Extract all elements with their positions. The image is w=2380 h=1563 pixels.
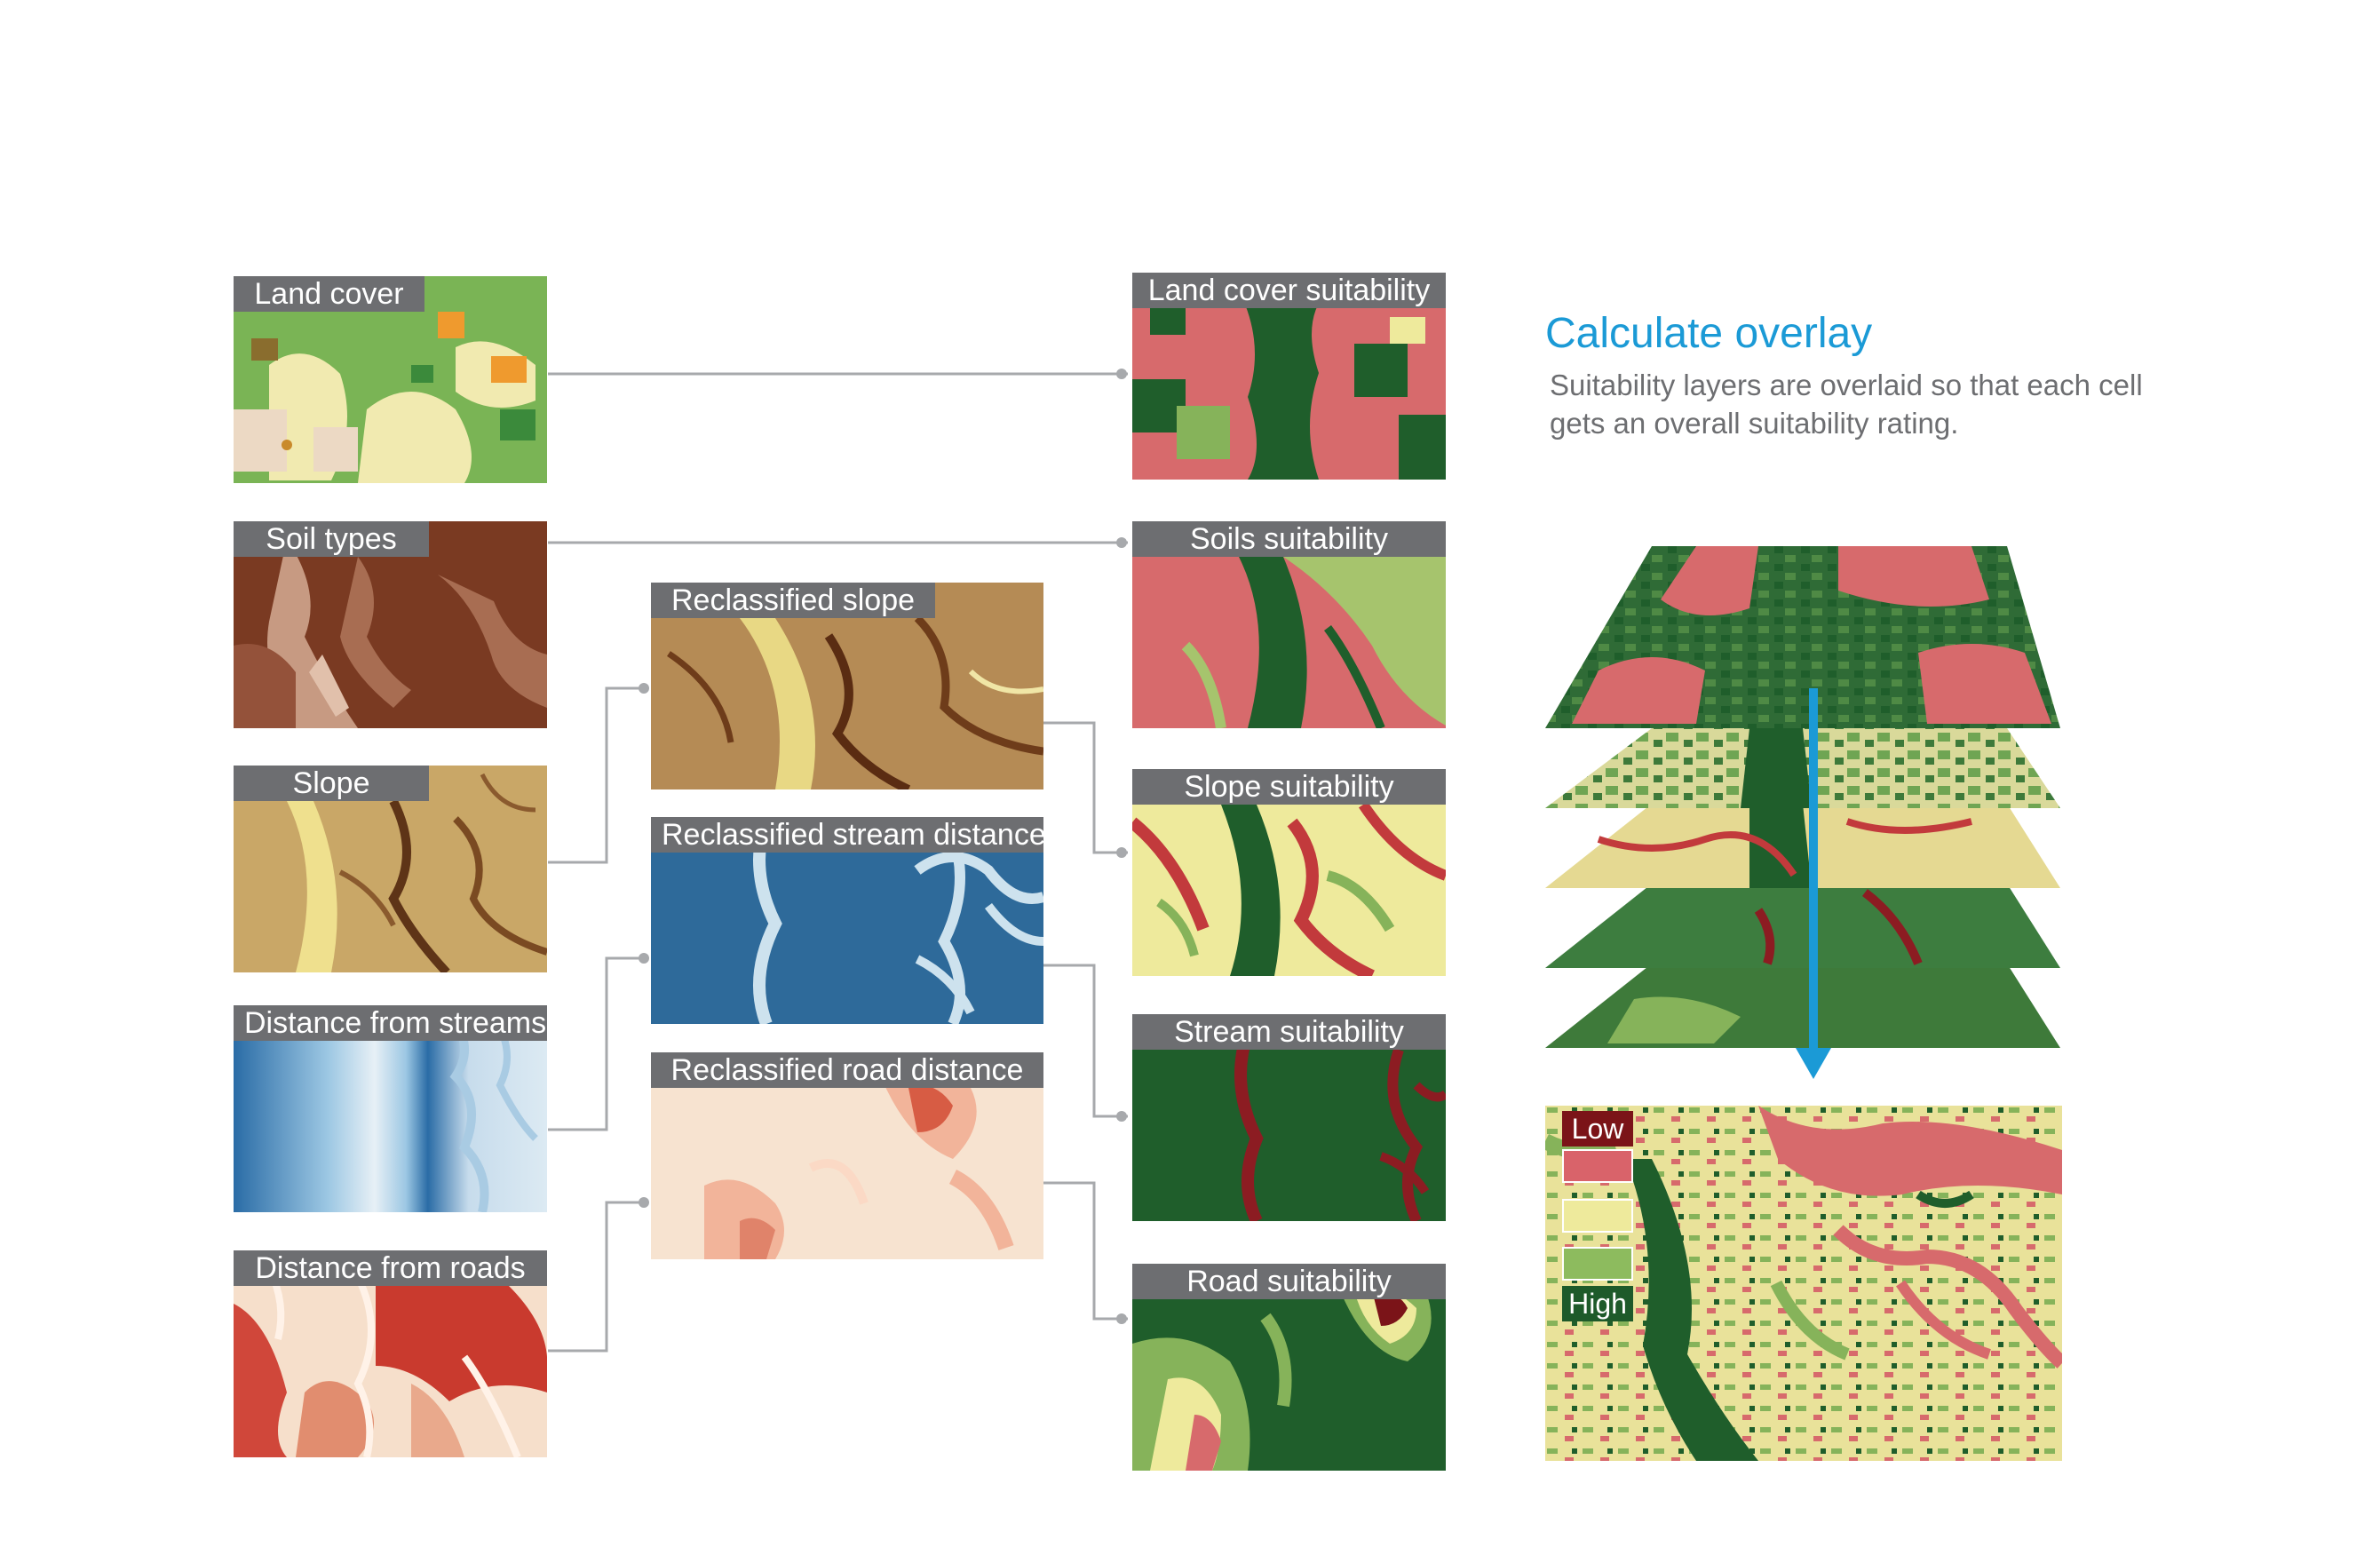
reclassified-slope-label: Reclassified slope bbox=[651, 583, 935, 618]
overlay-title: Calculate overlay bbox=[1545, 310, 1873, 357]
soils-suitability-label: Soils suitability bbox=[1132, 521, 1446, 557]
distance-from-streams-label: Distance from streams bbox=[234, 1005, 547, 1041]
reclassified-road-distance-label: Reclassified road distance bbox=[651, 1052, 1043, 1088]
stack-layer-landcover bbox=[1545, 546, 2060, 728]
legend-high-label: High bbox=[1562, 1286, 1633, 1321]
stack-layer-streams bbox=[1545, 884, 2060, 968]
reclassified-stream-distance-label: Reclassified stream distance bbox=[651, 817, 1046, 853]
overlay-arrow-head bbox=[1796, 1048, 1831, 1079]
stream-suitability-label: Stream suitability bbox=[1132, 1014, 1446, 1050]
stack-layer-roads bbox=[1545, 964, 2060, 1048]
road-suitability-label: Road suitability bbox=[1132, 1264, 1446, 1299]
connector-stream-in bbox=[548, 956, 644, 1131]
soil-types-label: Soil types bbox=[234, 521, 429, 557]
stack-layer-slope bbox=[1545, 804, 2060, 888]
legend-swatch-low bbox=[1562, 1149, 1633, 1183]
overlay-description: Suitability layers are overlaid so that … bbox=[1550, 369, 2143, 440]
connector-road-in bbox=[548, 1201, 644, 1353]
connector-slope-in bbox=[548, 686, 644, 864]
stack-layer-soils bbox=[1545, 728, 2060, 808]
legend-swatch-moderate bbox=[1562, 1199, 1633, 1233]
slope-label: Slope bbox=[234, 766, 429, 801]
overlay-stack bbox=[1545, 546, 2060, 1079]
legend-swatch-good bbox=[1562, 1247, 1633, 1281]
distance-from-roads-label: Distance from roads bbox=[234, 1250, 547, 1286]
connector-road-out bbox=[1043, 1181, 1128, 1321]
legend-low-label: Low bbox=[1562, 1111, 1633, 1146]
connector-slope-out bbox=[1043, 721, 1128, 854]
land-cover-label: Land cover bbox=[234, 276, 424, 312]
connector-stream-out bbox=[1043, 964, 1128, 1118]
land-cover-suitability-label: Land cover suitability bbox=[1132, 273, 1446, 308]
slope-suitability-label: Slope suitability bbox=[1132, 769, 1446, 805]
